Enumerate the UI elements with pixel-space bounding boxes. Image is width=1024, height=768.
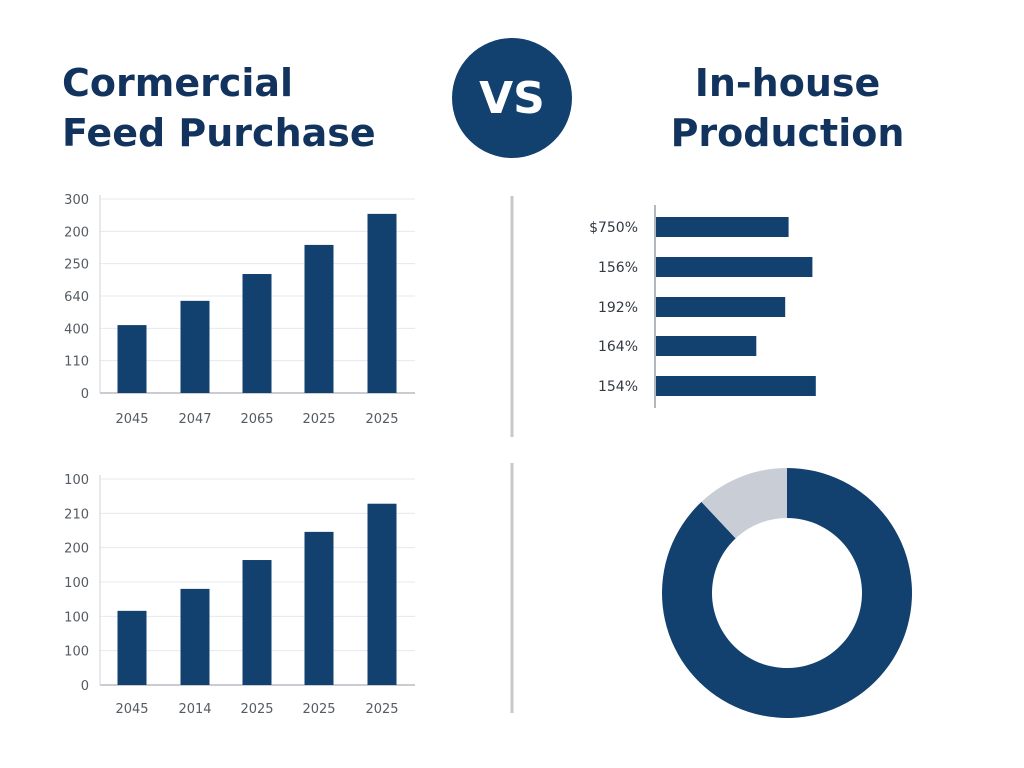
bar [367, 503, 397, 685]
in-house-production-title: In-house Production [640, 58, 935, 158]
hbar [656, 257, 813, 277]
y-tick-label: 110 [64, 355, 89, 370]
y-tick-label: 100 [64, 576, 89, 591]
donut-slice [662, 468, 912, 719]
x-tick-label: 2025 [240, 702, 273, 717]
y-tick-label: 300 [64, 193, 89, 208]
y-tick-label: 100 [64, 645, 89, 660]
title-line-1: In-house [694, 61, 881, 105]
hbar-label: 164% [598, 339, 638, 355]
y-tick-label: 200 [64, 225, 89, 240]
y-tick-label: 100 [64, 473, 89, 488]
commercial-feed-title: Cormercial Feed Purchase [62, 58, 376, 158]
hbar [656, 336, 757, 356]
title-line-2: Feed Purchase [62, 111, 376, 155]
hbar [656, 217, 789, 237]
hbar-label: 192% [598, 300, 638, 316]
bar [367, 213, 397, 393]
x-tick-label: 2047 [178, 412, 211, 427]
y-tick-label: 0 [81, 679, 89, 694]
bar [304, 531, 334, 685]
x-tick-label: 2014 [178, 702, 211, 717]
bar [304, 244, 334, 393]
x-tick-label: 2025 [302, 412, 335, 427]
hbar [656, 297, 786, 317]
y-tick-label: 210 [64, 507, 89, 522]
hbar-label: $750% [589, 220, 638, 236]
x-tick-label: 2025 [365, 702, 398, 717]
hbar-label: 154% [598, 379, 638, 395]
bar [117, 325, 147, 393]
x-tick-label: 2065 [240, 412, 273, 427]
hbar-label: 156% [598, 260, 638, 276]
bar [242, 560, 272, 685]
y-tick-label: 200 [64, 542, 89, 557]
y-tick-label: 250 [64, 258, 89, 273]
title-line-2: Production [670, 111, 905, 155]
hbar [656, 376, 816, 396]
x-tick-label: 2045 [115, 702, 148, 717]
bar [242, 274, 272, 393]
y-tick-label: 640 [64, 290, 89, 305]
bar [117, 610, 147, 685]
y-tick-label: 400 [64, 322, 89, 337]
title-line-1: Cormercial [62, 61, 294, 105]
x-tick-label: 2045 [115, 412, 148, 427]
bar [180, 588, 210, 685]
donut-slice [701, 468, 787, 539]
vs-badge: VS [452, 38, 572, 158]
y-tick-label: 0 [81, 387, 89, 402]
y-tick-label: 100 [64, 610, 89, 625]
bar [180, 300, 210, 393]
x-tick-label: 2025 [302, 702, 335, 717]
x-tick-label: 2025 [365, 412, 398, 427]
